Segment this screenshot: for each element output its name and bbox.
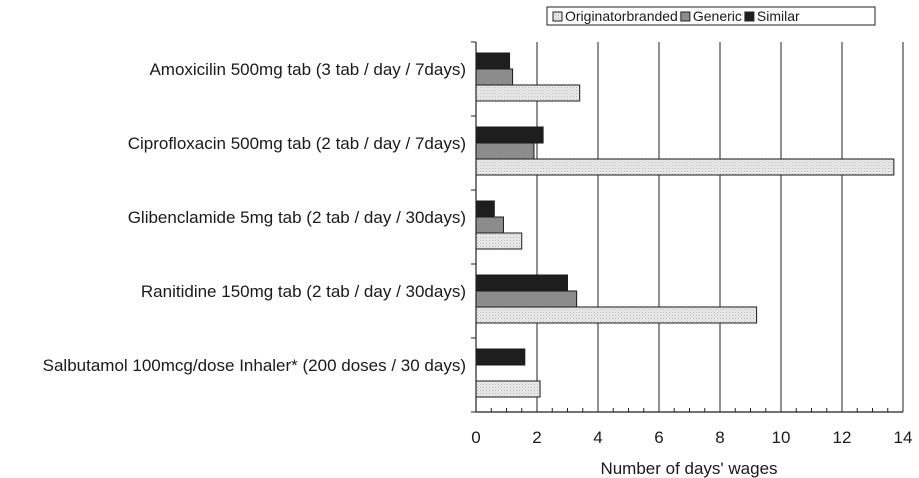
legend-swatch-generic bbox=[680, 11, 691, 22]
bar-generic-3 bbox=[475, 290, 578, 308]
x-tick-label-2: 2 bbox=[532, 428, 541, 447]
legend-swatch-originatorbranded bbox=[552, 11, 563, 22]
bar-similar-3 bbox=[475, 274, 568, 292]
axes bbox=[471, 41, 904, 413]
bar-originatorbranded-2 bbox=[475, 232, 523, 250]
bar-originatorbranded-4 bbox=[475, 380, 541, 398]
category-label-4: Salbutamol 100mcg/dose Inhaler* (200 dos… bbox=[43, 356, 466, 375]
legend-label-originatorbranded: Originatorbranded bbox=[565, 8, 678, 24]
legend-label-generic: Generic bbox=[693, 8, 742, 24]
bar-similar-0 bbox=[475, 52, 511, 70]
category-label-3: Ranitidine 150mg tab (2 tab / day / 30da… bbox=[141, 282, 466, 301]
category-labels: Amoxicilin 500mg tab (3 tab / day / 7day… bbox=[43, 60, 466, 375]
bar-originatorbranded-1 bbox=[475, 158, 895, 176]
x-tick-label-4: 4 bbox=[593, 428, 602, 447]
category-label-2: Glibenclamide 5mg tab (2 tab / day / 30d… bbox=[128, 208, 466, 227]
bar-similar-4 bbox=[475, 348, 526, 366]
tick-labels: 0 2 4 6 8 10 12 14 bbox=[471, 428, 912, 447]
bars-group bbox=[475, 52, 895, 398]
legend-box bbox=[546, 6, 876, 26]
legend-label-similar: Similar bbox=[757, 8, 800, 24]
x-tick-label-10: 10 bbox=[772, 428, 791, 447]
bar-generic-1 bbox=[475, 142, 535, 160]
x-tick-label-14: 14 bbox=[894, 428, 913, 447]
bar-originatorbranded-0 bbox=[475, 84, 581, 102]
x-axis-title: Number of days' wages bbox=[600, 459, 777, 478]
category-label-1: Ciprofloxacin 500mg tab (2 tab / day / 7… bbox=[128, 134, 466, 153]
legend-swatch-similar bbox=[744, 11, 755, 22]
bar-originatorbranded-3 bbox=[475, 306, 758, 324]
x-tick-label-6: 6 bbox=[654, 428, 663, 447]
x-tick-label-8: 8 bbox=[715, 428, 724, 447]
x-tick-label-0: 0 bbox=[471, 428, 480, 447]
bar-similar-1 bbox=[475, 126, 544, 144]
bar-generic-2 bbox=[475, 216, 504, 234]
category-label-0: Amoxicilin 500mg tab (3 tab / day / 7day… bbox=[149, 60, 466, 79]
bar-generic-0 bbox=[475, 68, 514, 86]
bar-similar-2 bbox=[475, 200, 495, 218]
legend: Originatorbranded Generic Similar bbox=[546, 6, 876, 26]
gridlines bbox=[536, 42, 904, 412]
x-tick-label-12: 12 bbox=[833, 428, 852, 447]
